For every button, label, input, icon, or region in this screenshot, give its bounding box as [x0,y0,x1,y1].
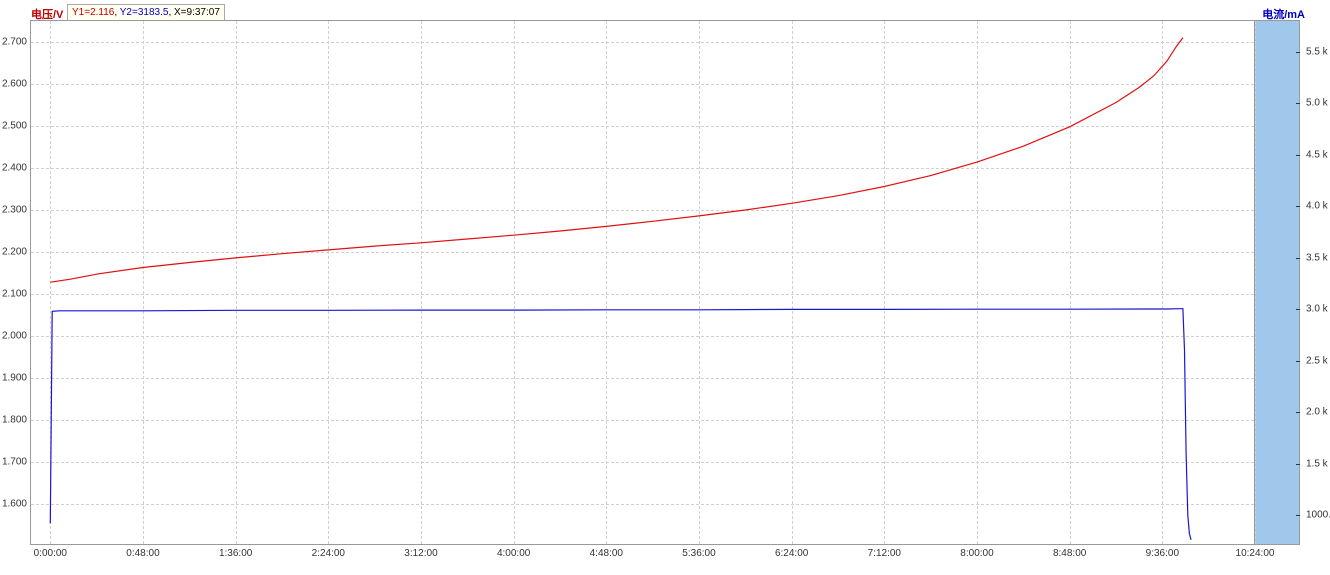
y2-tick-label: 2.0 k [1300,407,1330,418]
x-tick-label: 6:24:00 [775,544,808,559]
y2-tick-label: 5.5 k [1300,46,1330,57]
y2-tick-label: 4.5 k [1300,149,1330,160]
y1-tick-label: 1.900 [0,373,31,384]
y2-tick-label: 2.5 k [1300,355,1330,366]
y1-tick-label: 2.200 [0,247,31,258]
y1-tick-label: 1.600 [0,499,31,510]
plot-area[interactable]: 0:00:000:48:001:36:002:24:003:12:004:00:… [30,20,1300,545]
y2-tick-label: 1000.0 [1300,510,1330,521]
y2-tick-label: 1.5 k [1300,458,1330,469]
y1-tick-label: 2.000 [0,331,31,342]
x-tick-label: 0:00:00 [34,544,67,559]
series-current [50,309,1191,540]
x-tick-label: 2:24:00 [312,544,345,559]
y1-tick-label: 1.700 [0,457,31,468]
plot-wrap: 0:00:000:48:001:36:002:24:003:12:004:00:… [30,20,1300,545]
x-tick-label: 4:00:00 [497,544,530,559]
x-tick-label: 9:36:00 [1146,544,1179,559]
x-tick-label: 4:48:00 [590,544,623,559]
y1-tick-label: 2.100 [0,289,31,300]
y2-tick-label: 3.0 k [1300,304,1330,315]
y1-tick-label: 2.400 [0,163,31,174]
y1-tick-label: 2.600 [0,79,31,90]
y2-tick-label: 3.5 k [1300,252,1330,263]
y1-tick-label: 2.500 [0,121,31,132]
x-tick-label: 8:48:00 [1053,544,1086,559]
x-tick-label: 1:36:00 [219,544,252,559]
series-layer [31,21,1301,546]
y1-tick-label: 2.700 [0,37,31,48]
x-tick-label: 7:12:00 [868,544,901,559]
y2-tick-label: 4.0 k [1300,201,1330,212]
x-tick-label: 8:00:00 [960,544,993,559]
series-voltage [50,38,1183,282]
y2-tick-label: 5.0 k [1300,98,1330,109]
x-tick-label: 10:24:00 [1236,544,1275,559]
x-tick-label: 3:12:00 [404,544,437,559]
x-tick-label: 5:36:00 [682,544,715,559]
x-tick-label: 0:48:00 [126,544,159,559]
y1-tick-label: 1.800 [0,415,31,426]
y1-tick-label: 2.300 [0,205,31,216]
